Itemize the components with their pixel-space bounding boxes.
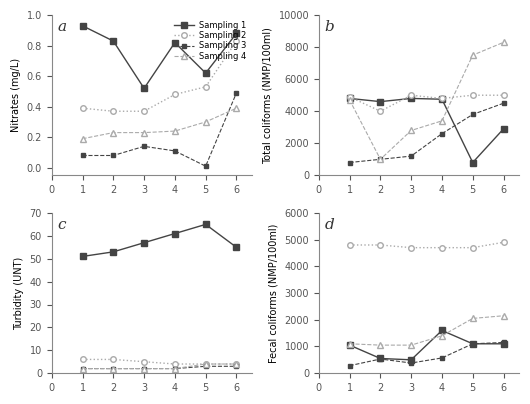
Y-axis label: Nitrates (mg/L): Nitrates (mg/L): [11, 58, 21, 132]
Legend: Sampling 1, Sampling 2, Sampling 3, Sampling 4: Sampling 1, Sampling 2, Sampling 3, Samp…: [172, 19, 248, 62]
Text: a: a: [58, 20, 67, 34]
Text: c: c: [58, 218, 66, 232]
Text: b: b: [325, 20, 334, 34]
Y-axis label: Fecal coliforms (NMP/100ml): Fecal coliforms (NMP/100ml): [269, 223, 279, 363]
Y-axis label: Total coliforms (NMP/100ml): Total coliforms (NMP/100ml): [263, 27, 273, 164]
Text: d: d: [325, 218, 334, 232]
Y-axis label: Turbidity (UNT): Turbidity (UNT): [14, 257, 24, 330]
